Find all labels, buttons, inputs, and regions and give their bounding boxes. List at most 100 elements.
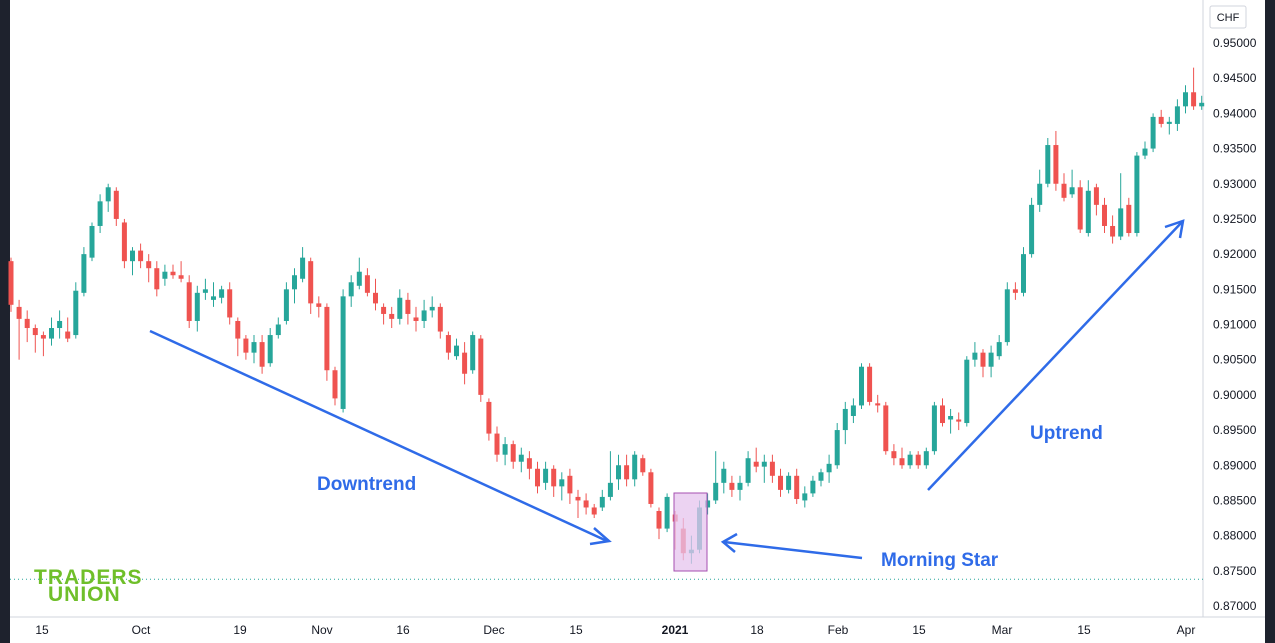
price-axis: 0.87000 0.87500 0.88000 0.88500 0.89000 0.895… <box>1213 36 1257 613</box>
candle <box>494 426 500 462</box>
candle <box>413 306 419 332</box>
candle <box>486 398 492 441</box>
candle-body <box>980 352 986 367</box>
candle <box>883 401 889 455</box>
candle-body <box>267 335 273 364</box>
candle-body <box>97 201 103 226</box>
logo-line1: TRADERS <box>34 566 143 589</box>
candle <box>283 282 289 325</box>
candle-body <box>227 289 233 318</box>
candle-body <box>178 275 184 279</box>
candle <box>1093 183 1099 216</box>
morning-star-highlight <box>673 492 708 572</box>
candle <box>1183 85 1188 114</box>
candle <box>640 454 646 476</box>
candle-body <box>931 405 937 452</box>
traders-union-logo: TRADERS UNION <box>34 566 143 606</box>
candle-body <box>292 275 297 290</box>
candle <box>567 468 573 504</box>
price-tick-label: 0.92000 <box>1213 247 1257 261</box>
candle <box>381 303 387 325</box>
candle-body <box>1045 145 1051 184</box>
candle-body <box>348 282 354 297</box>
candle <box>146 254 152 283</box>
candle <box>32 324 38 353</box>
candle <box>632 451 638 487</box>
candle-body <box>778 475 783 490</box>
candle-body <box>1093 187 1099 205</box>
candle <box>1142 141 1148 160</box>
candle <box>308 257 314 314</box>
candle-body <box>559 479 565 487</box>
candle <box>705 493 711 515</box>
candle <box>1174 99 1180 131</box>
candle-body <box>648 472 654 504</box>
candle <box>1004 282 1010 346</box>
candle-body <box>948 415 954 420</box>
candle <box>956 412 962 431</box>
date-tick-label: 16 <box>396 623 410 637</box>
candle-body <box>729 482 735 490</box>
candle <box>810 475 816 497</box>
candle-body <box>1126 204 1132 234</box>
candle <box>445 331 451 360</box>
candle-body <box>705 500 711 508</box>
candle <box>834 423 840 469</box>
candle <box>121 218 127 269</box>
candle-body <box>1199 102 1205 107</box>
candle-body <box>73 290 79 336</box>
candle-body <box>24 318 30 329</box>
candle-body <box>996 342 1002 357</box>
candle-body <box>462 352 468 374</box>
time-axis: 15 Oct 19 Nov 16 Dec 15 2021 18 Feb 15 Mar 15 Apr <box>35 623 1195 637</box>
candle <box>340 289 346 413</box>
currency-badge[interactable] <box>1209 5 1247 29</box>
candle <box>526 451 532 480</box>
candle-body <box>300 257 306 279</box>
candle <box>1166 116 1172 135</box>
candle-body <box>259 342 265 367</box>
candle <box>243 335 249 360</box>
candle-body <box>956 419 962 422</box>
candle <box>40 331 46 357</box>
candle-body <box>1085 190 1091 234</box>
date-tick-label: 15 <box>35 623 49 637</box>
candle <box>235 317 241 357</box>
candle-body <box>1029 204 1035 255</box>
candle <box>867 363 873 406</box>
candle-body <box>1134 155 1140 234</box>
candle <box>891 444 897 466</box>
price-tick-label: 0.92500 <box>1213 212 1257 226</box>
candle-body <box>526 458 532 469</box>
candle <box>1029 197 1035 258</box>
candle-body <box>535 468 540 487</box>
candle-body <box>437 306 443 332</box>
candle-body <box>640 458 646 473</box>
candle-body <box>607 482 613 497</box>
price-tick-label: 0.95000 <box>1213 36 1257 50</box>
candle <box>454 338 459 360</box>
candle-body <box>1183 92 1188 107</box>
candle-body <box>583 500 589 508</box>
candle-body <box>899 458 905 466</box>
candle-body <box>356 271 362 286</box>
candle-body <box>1166 121 1172 124</box>
candle <box>996 335 1002 360</box>
price-tick-label: 0.89000 <box>1213 458 1257 472</box>
candle <box>907 451 913 469</box>
candle-body <box>1021 254 1026 293</box>
candle <box>478 335 484 402</box>
candle-body <box>1004 289 1010 343</box>
candle <box>510 440 516 469</box>
candle-body <box>1118 208 1124 237</box>
candle <box>211 282 216 307</box>
candle-body <box>421 310 427 321</box>
candle <box>186 275 192 329</box>
candle-body <box>170 271 176 276</box>
candle-body <box>89 225 95 258</box>
price-tick-label: 0.89500 <box>1213 423 1257 437</box>
candle <box>49 317 54 346</box>
candle <box>818 468 824 487</box>
candle-body <box>1012 289 1018 293</box>
